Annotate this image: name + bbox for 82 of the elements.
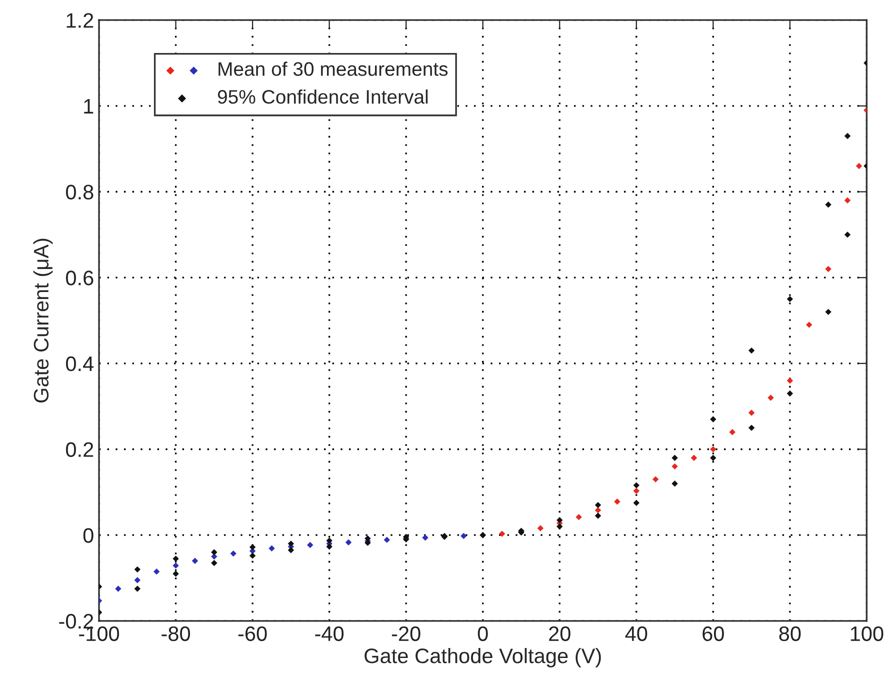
point	[748, 410, 755, 416]
point	[633, 482, 640, 488]
point	[134, 586, 140, 592]
y-tick-label: 0.4	[66, 356, 94, 372]
x-tick-label: 0	[478, 626, 488, 642]
point	[326, 544, 332, 550]
point	[249, 544, 256, 550]
point	[556, 516, 563, 524]
point	[345, 539, 352, 546]
y-tick-label: 1	[84, 99, 94, 114]
point	[594, 502, 602, 508]
point	[537, 525, 544, 532]
y-tick-label: 0.2	[66, 442, 94, 458]
x-tick-label: -80	[162, 626, 190, 642]
point	[172, 556, 179, 562]
point	[672, 454, 678, 461]
x-tick-label: 20	[549, 626, 570, 642]
y-tick-label: 0.8	[66, 184, 94, 200]
x-axis-title: Gate Cathode Voltage (V)	[364, 648, 601, 668]
x-tick-label: -20	[392, 626, 420, 642]
point	[672, 463, 678, 470]
point	[672, 480, 678, 487]
point	[288, 547, 294, 554]
point	[192, 558, 198, 564]
point	[825, 266, 832, 272]
point	[288, 540, 294, 547]
x-tick-label: 80	[779, 626, 801, 642]
point	[556, 523, 563, 530]
legend-label: 95% Confidence Interval	[218, 89, 428, 104]
point	[211, 549, 218, 556]
point	[633, 500, 640, 506]
point	[856, 162, 862, 170]
x-tick-label: -60	[238, 626, 267, 642]
point	[844, 197, 851, 204]
x-tick-label: 40	[625, 626, 648, 642]
point	[748, 424, 755, 431]
point	[134, 566, 140, 573]
point	[172, 562, 179, 569]
point	[230, 550, 236, 557]
point	[211, 560, 218, 566]
point	[786, 390, 794, 397]
point	[422, 534, 428, 541]
point	[710, 446, 716, 452]
x-tick-label: 100	[850, 626, 884, 642]
point	[633, 488, 640, 494]
y-tick-label: 1.2	[66, 13, 94, 28]
point	[384, 536, 390, 543]
point	[172, 570, 179, 577]
point	[460, 532, 467, 540]
point	[576, 514, 582, 520]
point	[729, 428, 736, 436]
y-axis-title: Gate Current (μA)	[33, 238, 53, 402]
point	[326, 538, 332, 544]
x-tick-label: -40	[315, 626, 344, 642]
point	[825, 202, 832, 208]
point	[594, 512, 602, 519]
point	[768, 394, 774, 401]
point	[153, 568, 160, 575]
point	[825, 308, 832, 316]
point	[710, 454, 716, 461]
y-tick-label: 0.6	[66, 270, 94, 286]
point	[710, 416, 716, 422]
point	[844, 132, 851, 140]
point	[134, 577, 140, 584]
point	[786, 377, 794, 384]
point	[786, 296, 794, 302]
point	[652, 476, 659, 482]
x-tick-label: 60	[702, 626, 724, 642]
point	[498, 530, 506, 537]
point	[211, 553, 218, 560]
point	[806, 322, 812, 328]
point	[307, 542, 314, 548]
point	[748, 347, 755, 354]
point	[249, 552, 256, 559]
point	[690, 454, 698, 461]
point	[115, 586, 122, 592]
y-tick-label: 0	[83, 528, 94, 543]
point	[594, 507, 602, 514]
legend-label: Mean of 30 measurements	[218, 62, 448, 76]
point	[844, 232, 851, 238]
point	[614, 498, 620, 505]
point	[268, 545, 275, 552]
